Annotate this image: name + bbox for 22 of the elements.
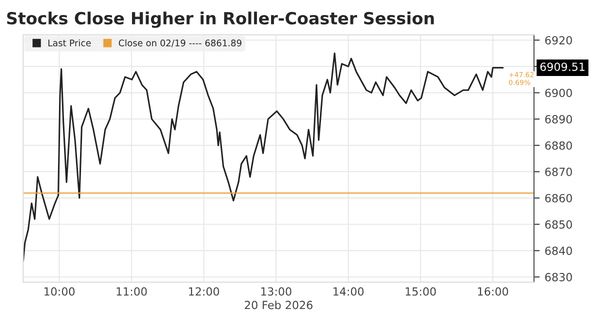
- x-tick-label: 16:00: [478, 287, 508, 296]
- legend-label: Close on 02/19 ---- 6861.89: [118, 39, 242, 48]
- y-tick-label: 6890: [545, 115, 572, 124]
- line-series: [23, 52, 504, 262]
- y-tick-label: 6850: [545, 220, 572, 229]
- chart-title: Stocks Close Higher in Roller-Coaster Session: [7, 12, 434, 28]
- y-tick-label: 6880: [545, 141, 572, 150]
- x-tick-label: 14:00: [334, 287, 364, 296]
- y-tick-label: 6920: [545, 36, 572, 44]
- y-tick-label: 6840: [545, 246, 572, 256]
- y-tick-label: 6830: [545, 272, 572, 282]
- x-tick-label: 12:00: [189, 287, 220, 296]
- x-tick-label: 13:00: [261, 287, 292, 296]
- legend-label: Last Price: [48, 39, 91, 46]
- text: 6909.51: [540, 62, 584, 71]
- y-tick-label: 6860: [545, 194, 572, 202]
- x-tick-label: 11:00: [116, 287, 147, 296]
- x-tick-label: 15:00: [406, 287, 436, 296]
- x-axis-title: 20 Feb 2026: [244, 300, 312, 310]
- y-tick-label: 6900: [545, 88, 572, 98]
- y-tick-label: 6870: [545, 168, 572, 176]
- x-tick-label: 10:00: [44, 287, 75, 296]
